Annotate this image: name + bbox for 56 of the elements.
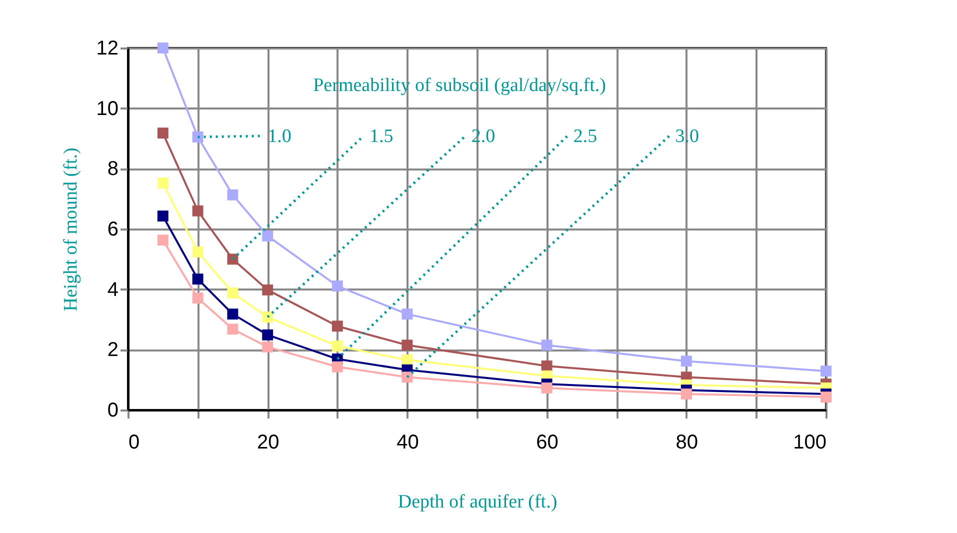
point (157, 128, 168, 139)
point (262, 341, 274, 352)
legend-title: Permeability of subsoil (gal/day/sq.ft.) (313, 75, 606, 96)
point (157, 234, 168, 246)
point (192, 205, 204, 216)
y-tick-label: 12 (96, 38, 118, 60)
point (192, 292, 204, 304)
point (402, 340, 413, 351)
y-tick-label: 8 (107, 158, 118, 180)
point (262, 329, 274, 340)
x-tick-label: 0 (128, 432, 140, 454)
point (332, 320, 343, 332)
point (262, 312, 274, 323)
x-tick-label: 20 (256, 432, 280, 454)
point (227, 189, 238, 200)
point (402, 308, 413, 320)
text: 2.5 (573, 126, 598, 147)
text: 3.0 (675, 126, 699, 147)
point (332, 361, 343, 372)
y-tick-label: 0 (107, 400, 118, 422)
point (192, 132, 204, 142)
point (227, 254, 238, 265)
x-axis-title: Depth of aquifer (ft.) (398, 492, 558, 512)
y-axis-title: Height of mound (ft.) (60, 148, 82, 312)
text: 1.0 (268, 126, 292, 147)
point (541, 360, 552, 372)
point (680, 356, 692, 367)
y-tick-label: 6 (107, 218, 118, 240)
x-tick-label: 100 (793, 432, 826, 454)
text: 2.0 (471, 126, 496, 147)
y-tick-label: 2 (107, 339, 118, 362)
y-tick-label: 4 (107, 278, 118, 301)
point (262, 230, 274, 242)
point (192, 274, 204, 285)
point (332, 340, 343, 352)
point (402, 372, 413, 383)
point (192, 246, 204, 258)
point (680, 388, 692, 400)
point (157, 42, 168, 54)
point (402, 354, 413, 366)
point (262, 284, 274, 296)
point (541, 340, 552, 351)
x-tick-label: 60 (536, 432, 558, 454)
point (820, 392, 832, 403)
x-tick-label: 40 (396, 432, 419, 454)
point (227, 324, 238, 335)
text: 1.5 (370, 126, 394, 147)
point (227, 308, 238, 320)
point (541, 382, 552, 394)
point (332, 280, 343, 292)
y-tick-label: 10 (96, 98, 118, 120)
point (820, 366, 832, 377)
point (157, 178, 168, 189)
point (157, 210, 168, 222)
point (227, 287, 238, 298)
x-tick-label: 80 (676, 432, 698, 454)
